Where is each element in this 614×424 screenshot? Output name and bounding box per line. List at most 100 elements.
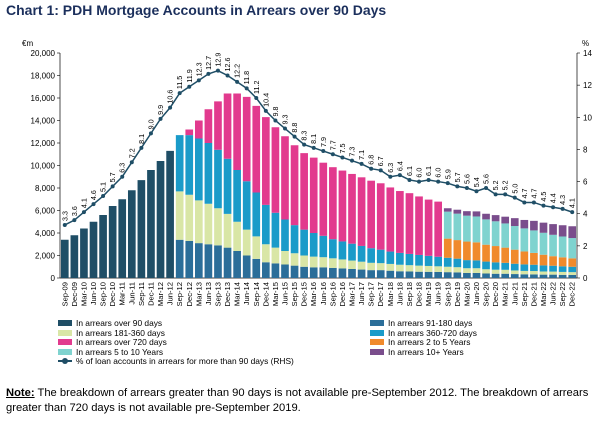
bar-segment-d181_360 — [568, 272, 577, 275]
pct-data-label: 6.4 — [395, 161, 404, 171]
bar-segment-d360_720 — [376, 249, 385, 264]
bar-segment-d181_360 — [204, 203, 213, 245]
x-tick-label: Sep-09 — [60, 282, 69, 307]
bar-segment-d181_360 — [290, 253, 299, 266]
y2-tick-label: 10 — [583, 113, 592, 122]
pct-point — [215, 68, 220, 73]
bar-segment-d360_720 — [223, 158, 232, 214]
legend-label: In arrears 5 to 10 Years — [76, 346, 164, 357]
legend-label: In arrears 181-360 days — [76, 327, 165, 338]
x-tick-label: Dec-13 — [223, 282, 232, 306]
x-tick-label: Sep-19 — [443, 282, 452, 307]
bar-segment-d181_360 — [348, 260, 356, 269]
bar-segment-d181_360 — [214, 208, 222, 246]
x-tick-label: Mar-17 — [348, 282, 357, 306]
pct-data-label: 10.6 — [166, 90, 175, 104]
bar-segment-d181_360 — [262, 244, 270, 263]
bar-segment-over720 — [405, 193, 414, 254]
pct-point — [263, 108, 268, 113]
bar-segment-d360_720 — [549, 265, 557, 272]
bar-segment-over90 — [99, 215, 107, 278]
pct-data-label: 9.3 — [280, 115, 289, 125]
y-tick-label: 16,000 — [31, 94, 56, 103]
x-tick-label: Sep-12 — [175, 282, 184, 307]
bar-segment-y10plus — [482, 213, 490, 220]
y-tick-label: 4,000 — [35, 229, 56, 238]
bar-segment-y10plus — [501, 216, 510, 224]
pct-data-label: 4.4 — [549, 193, 558, 203]
bar-segment-y10plus — [558, 225, 567, 237]
legend-item-d181_360: In arrears 181-360 days — [58, 328, 165, 338]
bar-segment-over720 — [194, 120, 203, 139]
bar-segment-over90 — [147, 170, 155, 278]
bar-segment-y2_5 — [463, 241, 471, 261]
bar-segment-d181_360 — [396, 264, 404, 272]
pct-data-label: 12.6 — [223, 58, 232, 72]
bar-segment-d360_720 — [329, 239, 337, 259]
bar-segment-d360_720 — [357, 245, 366, 262]
legend-label: In arrears over 90 days — [76, 318, 163, 328]
bar-segment-d91_180 — [501, 273, 510, 278]
bar-segment-y10plus — [530, 220, 538, 231]
x-tick-label: Sep-16 — [328, 282, 337, 307]
pct-point — [378, 168, 383, 173]
pct-point — [531, 200, 536, 205]
bar-segment-d360_720 — [491, 262, 500, 270]
bar-segment-d360_720 — [396, 252, 404, 265]
x-tick-label: Dec-20 — [491, 282, 500, 306]
bar-segment-d181_360 — [357, 261, 366, 270]
bar-segment-d360_720 — [367, 248, 375, 263]
bar-segment-over90 — [137, 180, 146, 278]
bar-segment-y10plus — [539, 222, 548, 233]
legend-label: % of loan accounts in arrears for more t… — [76, 356, 294, 366]
bar-segment-d91_180 — [510, 274, 519, 278]
pct-data-label: 5.7 — [453, 172, 462, 182]
bar-segment-d360_720 — [530, 264, 538, 272]
pct-data-label: 4.7 — [529, 188, 538, 198]
bar-segment-d91_180 — [300, 266, 308, 278]
pct-point — [560, 206, 565, 211]
bar-segment-over720 — [204, 109, 213, 143]
bar-segment-d360_720 — [233, 170, 241, 222]
bar-segment-y10plus — [549, 224, 557, 235]
legend-swatch — [370, 320, 384, 326]
bar-segment-d181_360 — [472, 268, 481, 273]
bar-segment-d360_720 — [281, 219, 289, 251]
bar-segment-over720 — [319, 162, 328, 236]
bar-segment-over90 — [127, 190, 136, 278]
pct-data-label: 5.6 — [462, 174, 471, 184]
bar-segment-d360_720 — [501, 262, 510, 270]
bar-segment-d360_720 — [453, 258, 462, 268]
bar-segment-d360_720 — [558, 266, 567, 272]
y-tick-label: 0 — [51, 274, 56, 283]
pct-data-label: 8.1 — [137, 134, 146, 144]
bar-segment-over720 — [376, 183, 385, 250]
y2-tick-label: 0 — [583, 274, 588, 283]
bar-segment-y10plus — [463, 211, 471, 216]
bar-segment-y5_10 — [568, 238, 577, 259]
bar-segment-d181_360 — [405, 265, 414, 272]
x-tick-label: Mar-15 — [271, 282, 280, 306]
bar-segment-over720 — [242, 96, 251, 182]
x-tick-label: Jun-19 — [434, 282, 443, 305]
pct-data-label: 4.7 — [520, 188, 529, 198]
bar-segment-d181_360 — [185, 194, 194, 241]
bar-segment-d91_180 — [424, 271, 433, 278]
bar-segment-d91_180 — [194, 243, 203, 278]
x-tick-label: Sep-17 — [367, 282, 376, 307]
bar-segment-y5_10 — [443, 211, 452, 239]
bar-segment-d360_720 — [568, 266, 577, 273]
bar-segment-d181_360 — [510, 270, 519, 275]
bar-segment-d181_360 — [463, 268, 471, 273]
x-tick-label: Dec-09 — [70, 282, 79, 306]
bar-segment-over720 — [396, 191, 404, 253]
legend-label: In arrears 360-720 days — [388, 327, 477, 338]
bar-segment-d360_720 — [463, 260, 471, 269]
x-tick-label: Sep-21 — [520, 282, 529, 307]
pct-data-label: 6.0 — [434, 168, 443, 178]
pct-point — [101, 194, 106, 199]
bar-segment-d181_360 — [424, 265, 433, 272]
x-tick-label: Sep-18 — [405, 282, 414, 307]
bar-segment-d181_360 — [319, 257, 328, 268]
bar-segment-d181_360 — [491, 269, 500, 274]
